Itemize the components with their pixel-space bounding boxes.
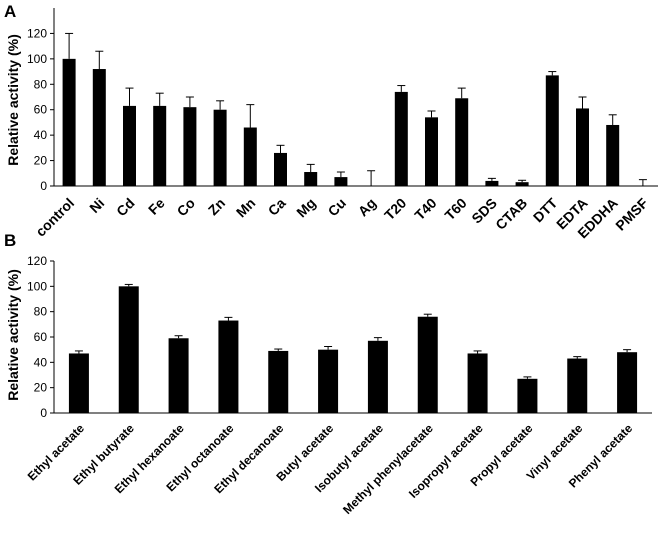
chart-b-ylabel: Relative activity (%) [5, 269, 21, 401]
chart-a-ytick-label: 80 [34, 77, 48, 91]
chart-a-ytick-label: 0 [40, 179, 47, 193]
panel-b-letter: B [4, 231, 16, 250]
chart-a-xtick-label: CTAB [492, 195, 530, 233]
chart-a-bar [274, 152, 287, 186]
chart-a-xtick-label: Zn [205, 195, 228, 218]
chart-a-xtick-label: Fe [145, 195, 168, 218]
chart-a-bar [576, 108, 589, 186]
chart-a-bar [153, 105, 167, 186]
chart-a-xtick-label: Mn [233, 195, 259, 221]
chart-a-bar [394, 91, 408, 186]
chart-b-ytick-label: 20 [34, 381, 48, 395]
chart-b: Relative activity (%) 020406080100120Eth… [5, 254, 652, 517]
chart-a-xtick-label: Ag [355, 195, 380, 220]
chart-a-bar [545, 75, 559, 186]
chart-a-xtick-label: PMSF [612, 194, 651, 233]
chart-a-bar [243, 127, 257, 186]
chart-a-bar [304, 172, 318, 186]
chart-a-bar [92, 69, 106, 186]
chart-b-bar [118, 286, 139, 413]
chart-b-bar [517, 378, 538, 413]
chart-a-xtick-label: Ca [265, 195, 289, 219]
chart-a-ytick-label: 120 [27, 26, 47, 40]
chart-a-bar [334, 177, 348, 186]
chart-b-bar [417, 316, 438, 413]
chart-b-ytick-label: 80 [34, 305, 48, 319]
chart-b-bar [218, 320, 239, 413]
chart-a-bar [62, 58, 76, 186]
chart-a-bar [425, 117, 438, 186]
chart-b-ytick-label: 40 [34, 355, 48, 369]
chart-b-bar [367, 340, 388, 413]
chart-b-bar [467, 353, 488, 413]
chart-a-xtick-label: Cd [113, 195, 138, 220]
chart-b-bar [168, 338, 189, 413]
chart-b-bar [567, 358, 588, 413]
chart-b-bar [68, 353, 89, 413]
chart-a-bar [455, 98, 469, 186]
chart-a-xtick-label: Ni [86, 195, 107, 216]
chart-a-bar [213, 109, 227, 186]
chart-a-xtick-label: T40 [411, 195, 440, 224]
chart-a-xtick-label: control [32, 195, 77, 240]
chart-b-ytick-label: 120 [27, 254, 47, 268]
chart-a-ylabel: Relative activity (%) [5, 34, 21, 166]
chart-b-ytick-label: 0 [40, 406, 47, 420]
panel-a-letter: A [4, 2, 16, 21]
chart-a-bar [183, 107, 197, 186]
chart-b-ytick-label: 100 [27, 279, 47, 293]
chart-a-bar [606, 124, 620, 186]
chart-a-bar [485, 180, 499, 186]
chart-a-xtick-label: Co [174, 195, 199, 220]
chart-a-xtick-label: Cu [325, 195, 350, 220]
chart-a-xtick-label: T60 [441, 195, 470, 224]
chart-a-xtick-label: Mg [293, 195, 319, 221]
chart-a-ytick-label: 100 [27, 52, 47, 66]
chart-b-ytick-label: 60 [34, 330, 48, 344]
chart-b-bar [318, 349, 339, 413]
chart-a-bar [123, 105, 136, 186]
chart-b-bar [617, 352, 638, 413]
chart-a-ytick-label: 20 [34, 154, 48, 168]
chart-a: Relative activity (%) 0 20 40 60 80 100 120 con… [5, 8, 658, 241]
chart-a-ytick-label: 60 [34, 103, 48, 117]
chart-b-bar [268, 350, 289, 413]
chart-a-xtick-label: T20 [381, 195, 410, 224]
chart-a-bar [515, 182, 529, 186]
chart-b-xtick-label: Methyl phenylacetate [340, 421, 436, 517]
chart-a-ytick-label: 40 [34, 128, 48, 142]
